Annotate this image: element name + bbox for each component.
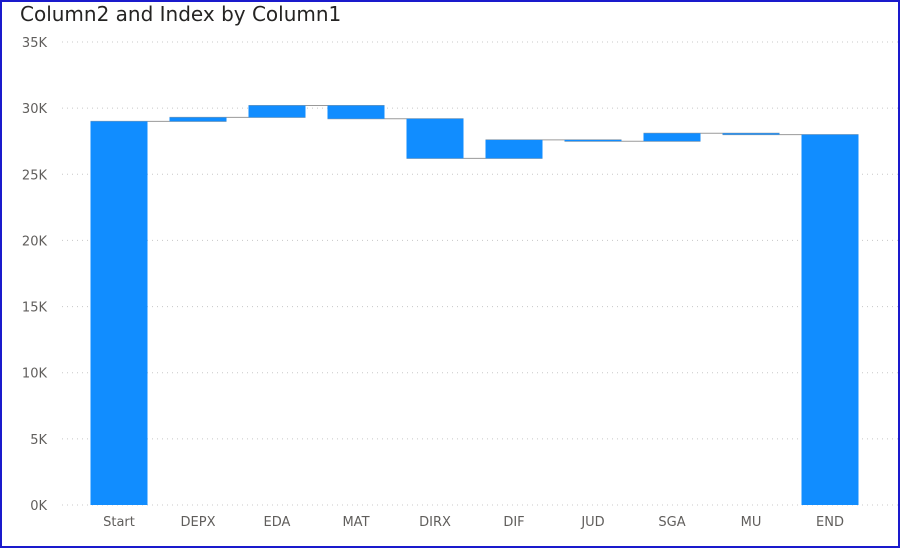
bar-eda <box>248 105 306 118</box>
chart-title: Column2 and Index by Column1 <box>20 2 342 26</box>
y-tick-label: 20K <box>22 234 48 249</box>
y-axis-ticks: 0K 5K 10K 15K 20K 25K 30K 35K <box>22 36 48 514</box>
x-tick-label: DIRX <box>419 515 451 530</box>
bar-end <box>801 134 859 505</box>
y-tick-label: 0K <box>30 499 47 514</box>
x-tick-label: MU <box>741 515 762 530</box>
y-tick-label: 10K <box>22 367 48 382</box>
bar-mu <box>722 133 780 135</box>
y-tick-label: 25K <box>22 168 48 183</box>
bar-mat <box>327 105 385 119</box>
bar-depx <box>169 117 227 122</box>
y-tick-label: 15K <box>22 301 48 316</box>
x-tick-label: EDA <box>264 515 291 530</box>
y-tick-label: 35K <box>22 36 48 51</box>
gridlines <box>62 41 898 506</box>
x-tick-label: JUD <box>580 515 604 530</box>
x-tick-label: Start <box>103 515 135 530</box>
bar-dif <box>485 139 543 159</box>
x-tick-label: END <box>816 515 844 530</box>
y-tick-label: 30K <box>22 102 48 117</box>
x-axis-ticks: Start DEPX EDA MAT DIRX DIF JUD SGA MU END <box>103 515 844 530</box>
bar-start <box>90 121 148 505</box>
x-tick-label: DIF <box>503 515 524 530</box>
bar-jud <box>564 139 622 142</box>
bar-dirx <box>406 118 464 159</box>
bars <box>90 105 859 505</box>
connectors <box>90 104 859 159</box>
bar-sga <box>643 133 701 142</box>
x-tick-label: DEPX <box>181 515 216 530</box>
x-tick-label: MAT <box>342 515 369 530</box>
y-tick-label: 5K <box>30 433 47 448</box>
x-tick-label: SGA <box>658 515 685 530</box>
